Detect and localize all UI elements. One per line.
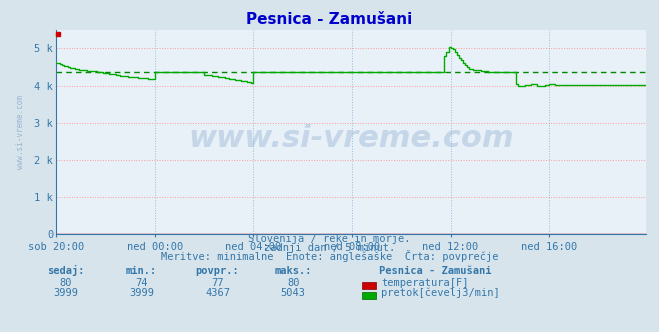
Text: 74: 74 [136,278,148,288]
Text: pretok[čevelj3/min]: pretok[čevelj3/min] [381,288,500,298]
Text: 3999: 3999 [129,288,154,298]
Text: 3999: 3999 [53,288,78,298]
Text: Pesnica - Zamušani: Pesnica - Zamušani [246,12,413,27]
Text: povpr.:: povpr.: [196,266,239,276]
Text: Meritve: minimalne  Enote: anglešaške  Črta: povprečje: Meritve: minimalne Enote: anglešaške Črt… [161,250,498,262]
Text: www.si-vreme.com: www.si-vreme.com [16,95,25,169]
Text: Pesnica - Zamušani: Pesnica - Zamušani [379,266,492,276]
Text: 77: 77 [212,278,223,288]
Text: sedaj:: sedaj: [47,265,84,276]
Text: maks.:: maks.: [275,266,312,276]
Text: 80: 80 [60,278,72,288]
Text: www.si-vreme.com: www.si-vreme.com [188,124,514,153]
Text: temperatura[F]: temperatura[F] [381,278,469,288]
Text: 80: 80 [287,278,299,288]
Text: 4367: 4367 [205,288,230,298]
Text: zadnji dan / 5 minut.: zadnji dan / 5 minut. [264,243,395,253]
Text: min.:: min.: [126,266,158,276]
Text: 5043: 5043 [281,288,306,298]
Text: Slovenija / reke in morje.: Slovenija / reke in morje. [248,234,411,244]
